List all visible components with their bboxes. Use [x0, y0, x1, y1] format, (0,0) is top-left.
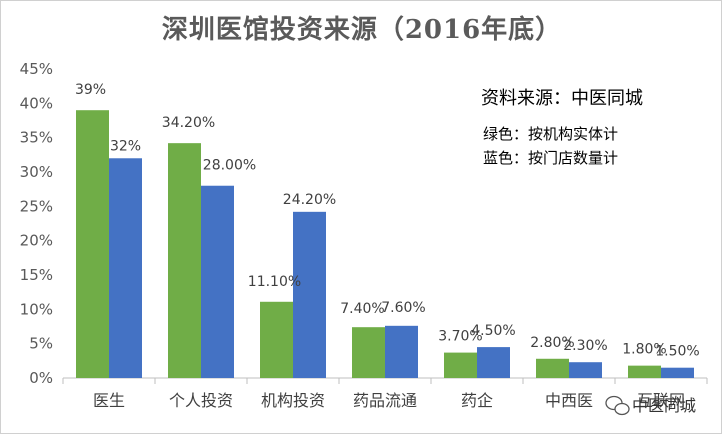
y-tick-label: 10% [20, 300, 53, 318]
wechat-icon [605, 395, 630, 416]
x-category-label: 中西医 [545, 391, 593, 410]
bar-blue [385, 325, 418, 378]
y-tick-label: 45% [20, 60, 53, 78]
watermark: 中医同城 [605, 395, 696, 416]
x-category-label: 药企 [461, 391, 493, 410]
data-label: 32% [110, 138, 141, 154]
data-label: 2.80% [530, 335, 574, 351]
data-label: 4.50% [471, 323, 515, 339]
data-label: 1.80% [622, 342, 666, 358]
data-label: 1.50% [655, 344, 699, 360]
y-tick-label: 40% [20, 94, 53, 112]
data-label: 39% [75, 82, 106, 98]
bar-green [260, 301, 293, 378]
data-label: 3.70% [438, 329, 482, 345]
x-category-label: 个人投资 [169, 391, 233, 410]
data-label: 2.30% [563, 338, 607, 354]
source-annotation: 资料来源：中医同城 [481, 88, 643, 109]
bar-blue [661, 367, 694, 378]
bar-green [352, 327, 385, 378]
bar-green [168, 143, 201, 378]
bar-blue [201, 185, 234, 378]
bar-green [628, 365, 661, 378]
x-category-label: 机构投资 [261, 391, 325, 410]
chart-title: 深圳医馆投资来源（2016年底） [161, 15, 563, 45]
y-tick-label: 5% [29, 335, 53, 353]
bar-green [536, 358, 569, 378]
x-category-label: 互联网 [637, 391, 685, 410]
bar-blue [569, 362, 602, 378]
data-label: 7.40% [340, 301, 384, 317]
data-label: 24.20% [283, 192, 336, 208]
data-label: 7.60% [381, 300, 425, 316]
bar-green [444, 352, 477, 378]
legend-green-annotation: 绿色：按机构实体计 [483, 125, 618, 143]
y-tick-label: 15% [20, 266, 53, 284]
y-tick-label: 0% [29, 369, 53, 387]
data-label: 28.00% [203, 158, 256, 174]
x-category-label: 药品流通 [353, 391, 417, 410]
y-tick-label: 30% [20, 163, 53, 181]
bar-blue [109, 158, 142, 378]
watermark-text: 中医同城 [632, 396, 696, 415]
bar-blue [293, 211, 326, 378]
data-label: 11.10% [248, 274, 301, 290]
y-tick-label: 20% [20, 232, 53, 250]
x-category-label: 医生 [93, 391, 125, 410]
y-tick-label: 25% [20, 197, 53, 215]
legend-blue-annotation: 蓝色：按门店数量计 [483, 149, 618, 167]
data-label: 34.20% [162, 115, 215, 131]
bar-blue [477, 347, 510, 378]
y-tick-label: 35% [20, 129, 53, 147]
bar-green [76, 110, 109, 378]
